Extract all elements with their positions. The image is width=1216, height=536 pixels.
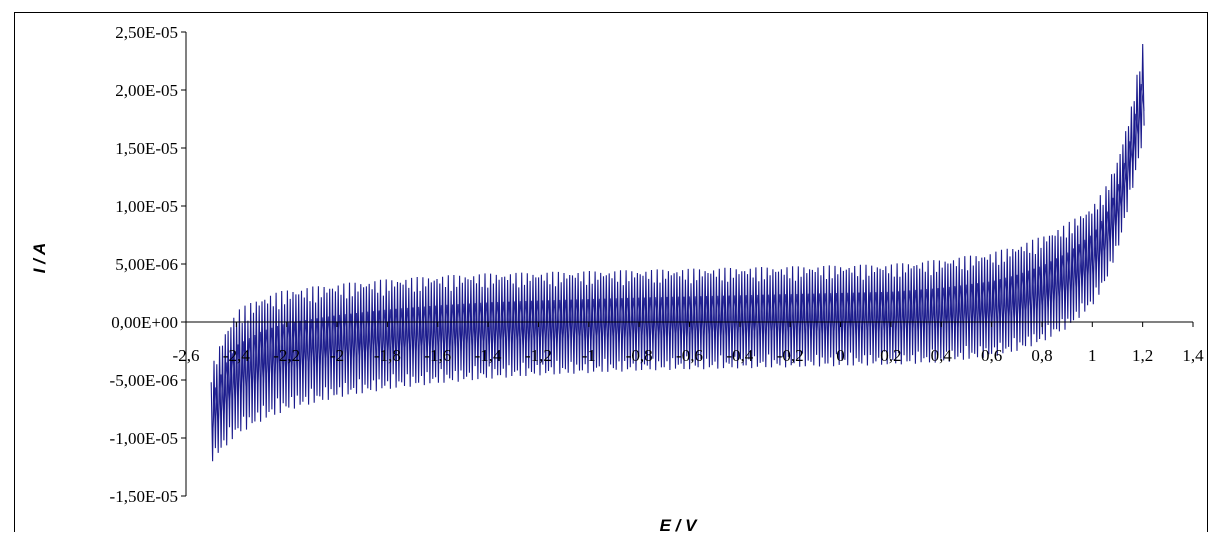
x-tick-label: -0,8 xyxy=(626,346,653,365)
y-tick-label: 5,00E-06 xyxy=(115,255,178,274)
x-tick-label: 1,4 xyxy=(1182,346,1204,365)
x-tick-label: -1,2 xyxy=(525,346,552,365)
y-tick-label: 1,00E-05 xyxy=(115,197,178,216)
axes-layer xyxy=(181,31,1194,497)
y-tick-label: 0,00E+00 xyxy=(111,313,178,332)
x-tick-label: -1,8 xyxy=(374,346,401,365)
x-tick-label: -1,6 xyxy=(424,346,451,365)
x-tick-label: 0,6 xyxy=(981,346,1002,365)
data-series-0-inner-line xyxy=(212,83,1145,436)
x-tick-label: 0,2 xyxy=(880,346,901,365)
x-tick-label: -1 xyxy=(582,346,596,365)
x-tick-label: -0,6 xyxy=(676,346,703,365)
x-tick-label: -0,2 xyxy=(777,346,804,365)
y-tick-label: 2,00E-05 xyxy=(115,81,178,100)
x-tick-label: -2 xyxy=(330,346,344,365)
data-series-layer xyxy=(210,43,1145,462)
x-tick-label: 0,4 xyxy=(931,346,953,365)
y-tick-label: -1,50E-05 xyxy=(110,487,178,506)
x-tick-label: -2,2 xyxy=(273,346,300,365)
y-tick-label: -5,00E-06 xyxy=(110,371,178,390)
y-tick-label: -1,00E-05 xyxy=(110,429,178,448)
x-tick-label: -2,4 xyxy=(223,346,250,365)
y-tick-label: 2,50E-05 xyxy=(115,23,178,42)
x-tick-label: 0 xyxy=(836,346,845,365)
x-tick-label: 1 xyxy=(1088,346,1097,365)
x-tick-label: -1,4 xyxy=(475,346,502,365)
labels-layer: 2,50E-05 2,00E-05 1,50E-05 1,00E-05 5,00E-06… xyxy=(110,23,1205,506)
x-tick-label: 1,2 xyxy=(1132,346,1153,365)
y-tick-label: 1,50E-05 xyxy=(115,139,178,158)
data-series-0-line xyxy=(210,43,1145,462)
x-tick-label: -0,4 xyxy=(726,346,753,365)
x-tick-label: -2,6 xyxy=(173,346,200,365)
x-tick-label: 0,8 xyxy=(1031,346,1052,365)
x-axis-title: E / V xyxy=(660,516,699,535)
y-axis-title: I / A xyxy=(30,243,49,274)
